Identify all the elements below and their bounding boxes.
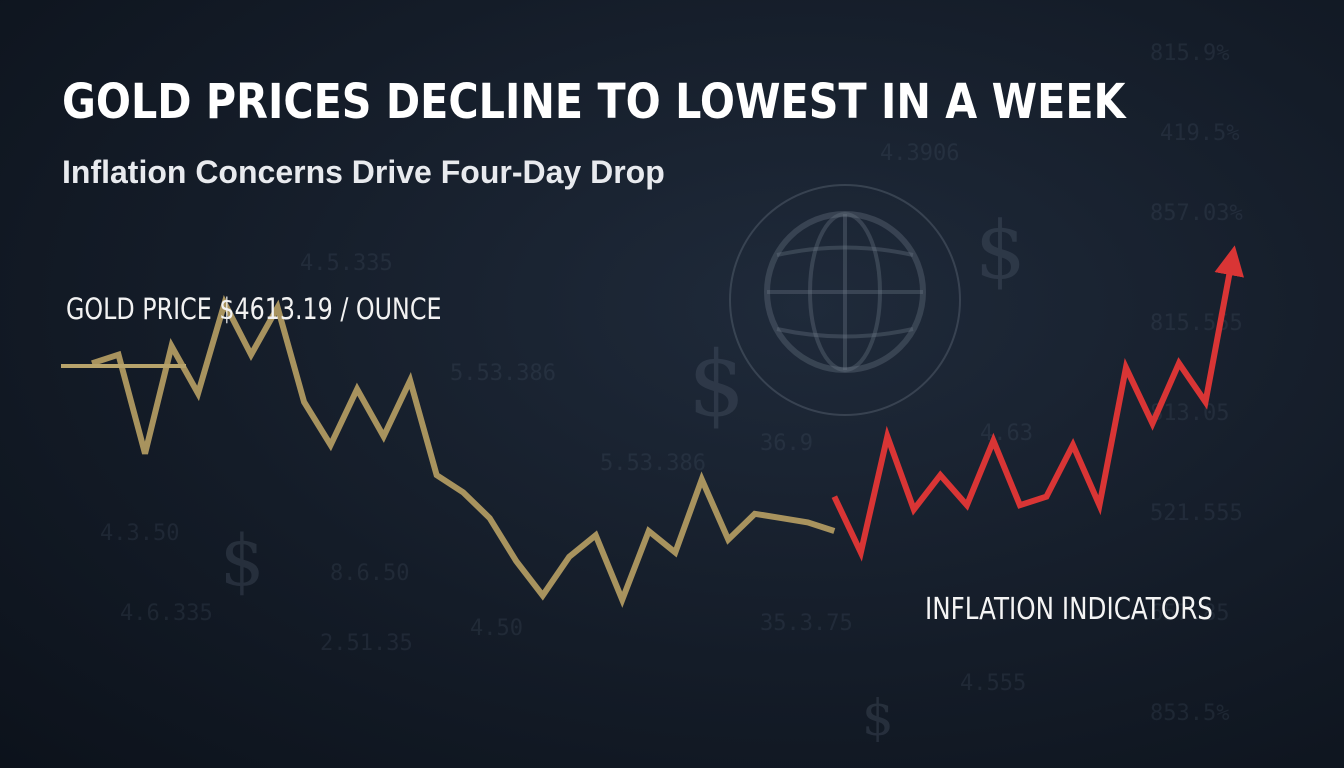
inflation-indicators-label: INFLATION INDICATORS [925,592,1213,627]
data-point-gold-price [646,528,652,534]
svg-text:4.3.50: 4.3.50 [100,521,179,546]
svg-text:8.6.50: 8.6.50 [330,561,409,586]
data-point-inflation-indicators [1229,257,1235,263]
data-point-gold-price [672,550,678,556]
dollar-icon: $ $ $ $ [220,204,1026,747]
data-point-inflation-indicators [1202,399,1208,405]
data-point-gold-price [169,343,175,349]
data-point-gold-price [725,537,731,543]
gold-legend-rule [61,364,186,368]
data-point-inflation-indicators [831,494,837,500]
data-point-inflation-indicators [858,550,864,556]
series-layer [91,245,1244,608]
data-point-gold-price [116,352,122,358]
data-point-gold-price [381,433,387,439]
data-point-gold-price [248,352,254,358]
data-point-gold-price [142,451,148,457]
svg-text:4.555: 4.555 [960,671,1026,696]
data-point-gold-price [593,532,599,538]
data-point-inflation-indicators [1096,502,1102,508]
data-point-gold-price [805,519,811,525]
data-point-inflation-indicators [1043,494,1049,500]
data-point-inflation-indicators [1017,502,1023,508]
svg-text:4.3906: 4.3906 [880,141,959,166]
data-point-inflation-indicators [1176,360,1182,366]
svg-text:35.3.75: 35.3.75 [760,611,853,636]
data-point-gold-price [407,378,413,384]
svg-text:857.03%: 857.03% [1150,201,1243,226]
data-point-inflation-indicators [1123,365,1129,371]
svg-text:4.63: 4.63 [980,421,1033,446]
svg-text:4.50: 4.50 [470,616,523,641]
data-point-inflation-indicators [911,507,917,513]
svg-text:657.85: 657.85 [1150,601,1229,626]
data-point-inflation-indicators [990,438,996,444]
page-title: GOLD PRICES DECLINE TO LOWEST IN A WEEK [62,74,1126,130]
svg-text:815.9%: 815.9% [1150,41,1229,66]
data-point-gold-price [487,515,493,521]
data-point-inflation-indicators [884,433,890,439]
data-point-inflation-indicators [964,502,970,508]
data-point-inflation-indicators [937,472,943,478]
data-point-gold-price [354,386,360,392]
page-subtitle: Inflation Concerns Drive Four-Day Drop [62,154,665,190]
svg-text:4.5.335: 4.5.335 [300,251,393,276]
data-point-gold-price [195,390,201,396]
svg-text:2.51.35: 2.51.35 [320,631,413,656]
background-numbers: 815.9% 419.5% 857.03% 815.555 813.05 521… [100,41,1243,726]
data-point-gold-price [540,593,546,599]
svg-text:$: $ [862,689,894,747]
svg-text:5.53.386: 5.53.386 [450,361,556,386]
series-line-inflation-indicators [831,245,1244,562]
data-point-inflation-indicators [1149,421,1155,427]
data-point-gold-price [460,489,466,495]
svg-text:4.6.335: 4.6.335 [120,601,213,626]
svg-text:36.9: 36.9 [760,431,813,456]
data-point-gold-price [566,554,572,560]
data-point-inflation-indicators [1070,442,1076,448]
svg-text:815.555: 815.555 [1150,311,1243,336]
series-line-gold-price [91,295,836,608]
data-point-gold-price [752,511,758,517]
svg-text:853.5%: 853.5% [1150,701,1229,726]
svg-text:5.53.386: 5.53.386 [600,451,706,476]
data-point-gold-price [434,472,440,478]
data-point-gold-price [328,442,334,448]
globe-icon [729,184,961,416]
data-point-gold-price [831,528,837,534]
svg-text:$: $ [220,520,265,602]
data-point-gold-price [301,399,307,405]
svg-text:521.555: 521.555 [1150,501,1243,526]
svg-text:$: $ [688,332,745,437]
svg-text:419.5%: 419.5% [1160,121,1239,146]
data-point-gold-price [513,558,519,564]
data-point-gold-price [778,515,784,521]
gold-price-label: GOLD PRICE $4613.19 / OUNCE [66,292,442,326]
data-point-gold-price [699,476,705,482]
data-point-gold-price [619,597,625,603]
svg-text:$: $ [975,204,1026,297]
